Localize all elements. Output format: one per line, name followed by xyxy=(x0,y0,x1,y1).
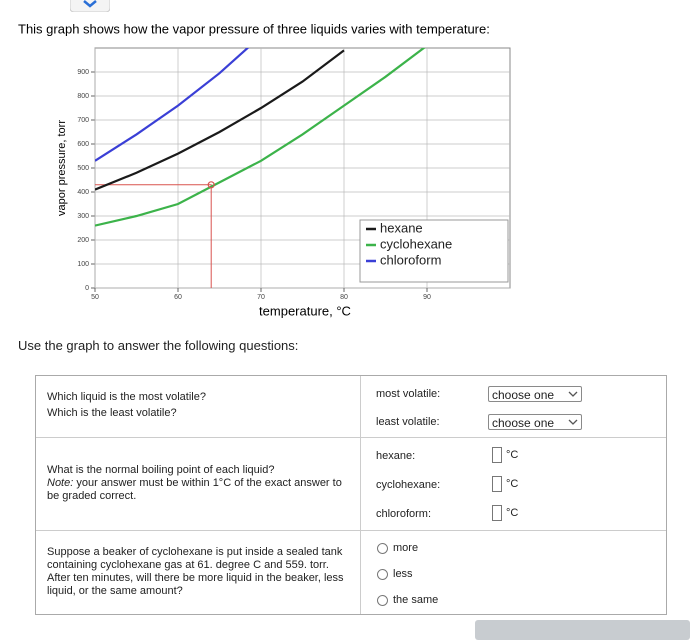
unit: °C xyxy=(506,449,519,461)
dropdown[interactable]: choose one xyxy=(488,414,582,430)
field-label: least volatile: xyxy=(376,416,440,428)
legend-label: chloroform xyxy=(380,252,441,267)
prompt: What is the normal boiling point of each… xyxy=(47,464,275,476)
question-text: Suppose a beaker of cyclohexane is put i… xyxy=(47,546,344,597)
x-tick-label: 80 xyxy=(340,294,348,301)
arrow xyxy=(568,391,578,397)
x-tick-label: 50 xyxy=(91,294,99,301)
page-title: This graph shows how the vapor pressure … xyxy=(18,21,490,36)
y-tick-label: 0 xyxy=(85,285,89,292)
y-tick-label: 200 xyxy=(77,237,89,244)
radio-label: the same xyxy=(393,594,439,606)
input-box[interactable] xyxy=(492,505,502,521)
note-label: Note: xyxy=(47,477,74,489)
legend-label: hexane xyxy=(380,220,423,235)
radio-label: less xyxy=(393,568,413,580)
dropdown[interactable]: choose one xyxy=(488,386,582,402)
dropdown-arrow xyxy=(568,419,578,425)
x-tick-label: 60 xyxy=(174,294,182,301)
collapse-toggle[interactable] xyxy=(70,0,110,12)
data-line xyxy=(95,48,250,162)
field-label: chloroform: xyxy=(376,508,432,520)
field-label: most volatile: xyxy=(376,388,441,400)
legend-box xyxy=(359,219,509,283)
input-box[interactable] xyxy=(492,476,502,492)
y-tick-label: 800 xyxy=(77,93,89,100)
y-tick-label: 600 xyxy=(77,141,89,148)
arrow xyxy=(568,419,578,425)
dropdown-text: choose one xyxy=(492,416,555,430)
y-tick-label: 700 xyxy=(77,117,89,124)
row-divider xyxy=(36,437,666,438)
column-divider xyxy=(360,376,361,614)
instructions: Use the graph to answer the following qu… xyxy=(18,338,299,353)
guide-line xyxy=(95,184,212,288)
note: your answer must be within 1°C of the ex… xyxy=(47,477,342,502)
question-text: What is the normal boiling point of each… xyxy=(47,464,342,503)
y-tick-label: 400 xyxy=(77,189,89,196)
unit: °C xyxy=(506,478,519,490)
chevron xyxy=(83,0,97,8)
field-label: hexane: xyxy=(376,450,416,462)
y-tick-label: 300 xyxy=(77,213,89,220)
row-divider xyxy=(36,530,666,531)
question-text: Which liquid is the most volatile? xyxy=(47,391,206,403)
x-axis-label: temperature, °C xyxy=(259,303,351,318)
data-line xyxy=(95,48,426,227)
y-axis-label: vapor pressure, torr xyxy=(56,120,68,216)
x-tick-label: 70 xyxy=(257,294,265,301)
y-tick-label: 100 xyxy=(77,261,89,268)
legend-label: cyclohexane xyxy=(380,236,452,251)
button-partial[interactable] xyxy=(475,620,690,640)
x-tick-label: 90 xyxy=(423,294,431,301)
dropdown-text: choose one xyxy=(492,388,555,402)
chart: This graph shows how the vapor pressure … xyxy=(18,21,511,318)
guide-point xyxy=(207,181,215,189)
data-line xyxy=(95,49,345,191)
radio[interactable] xyxy=(377,543,388,554)
question-text: Which is the least volatile? xyxy=(47,407,177,419)
field-label: cyclohexane: xyxy=(376,479,441,491)
radio[interactable] xyxy=(377,595,388,606)
radio-label: more xyxy=(393,542,419,554)
y-tick-label: 500 xyxy=(77,165,89,172)
input-box[interactable] xyxy=(492,447,502,463)
y-tick-label: 900 xyxy=(77,69,89,76)
radio[interactable] xyxy=(377,569,388,580)
dropdown-arrow xyxy=(568,391,578,397)
unit: °C xyxy=(506,507,519,519)
question-table xyxy=(35,375,667,615)
